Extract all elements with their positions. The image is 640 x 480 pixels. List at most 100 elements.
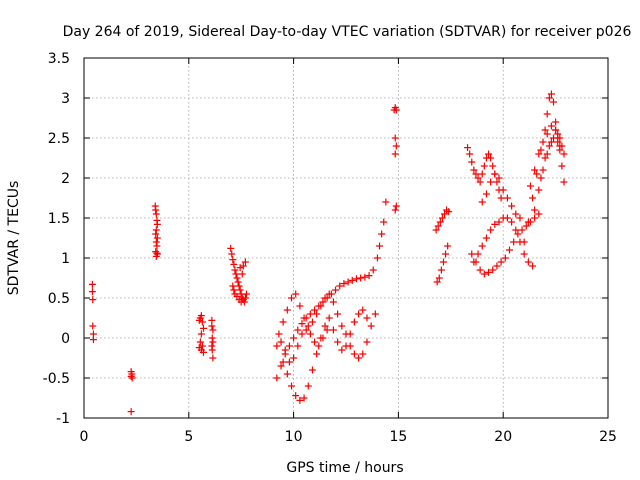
data-point [436, 218, 444, 226]
data-point [152, 210, 160, 218]
data-point [285, 342, 293, 350]
data-point [304, 382, 312, 390]
data-point [283, 370, 291, 378]
data-point [352, 275, 360, 283]
data-point [545, 142, 553, 150]
data-point [198, 318, 206, 326]
data-point [445, 208, 453, 216]
data-point [547, 122, 555, 130]
series-s7 [273, 198, 390, 382]
y-tick-label: 0.5 [48, 291, 70, 307]
data-point [508, 202, 516, 210]
data-point [338, 346, 346, 354]
data-point [524, 218, 532, 226]
data-point [556, 134, 564, 142]
data-point [435, 274, 443, 282]
y-tick-label: -1 [56, 411, 70, 427]
axis-ticks [83, 57, 609, 419]
data-point [153, 220, 161, 228]
data-point [283, 306, 291, 314]
data-point [554, 130, 562, 138]
data-point [489, 162, 497, 170]
data-point [363, 314, 371, 322]
data-point [535, 150, 543, 158]
data-point [236, 286, 244, 294]
data-point [332, 286, 340, 294]
series-s4 [195, 312, 207, 356]
data-point [480, 162, 488, 170]
data-point [552, 126, 560, 134]
data-point [350, 318, 358, 326]
data-point [516, 214, 524, 222]
data-point [231, 266, 239, 274]
data-point [292, 392, 300, 400]
data-point [512, 210, 520, 218]
data-point [298, 330, 306, 338]
data-point [359, 306, 367, 314]
data-point [378, 230, 386, 238]
data-point [501, 254, 509, 262]
data-point [350, 350, 358, 358]
data-point [391, 134, 399, 142]
data-point [308, 318, 316, 326]
data-point [292, 290, 300, 298]
data-point [340, 280, 348, 288]
data-point [541, 154, 549, 162]
data-point [526, 182, 534, 190]
data-point [529, 194, 537, 202]
data-point [560, 150, 568, 158]
data-point [279, 318, 287, 326]
data-point [466, 150, 474, 158]
data-point [306, 310, 314, 318]
data-point [346, 330, 354, 338]
data-point [127, 408, 135, 416]
data-points [88, 90, 568, 416]
data-point [329, 326, 337, 334]
data-point [300, 394, 308, 402]
y-axis-label: SDTVAR / TECUs [6, 181, 22, 296]
data-point [558, 162, 566, 170]
data-point [306, 330, 314, 338]
data-point [470, 166, 478, 174]
y-tick-label: 3 [61, 91, 70, 107]
data-point [334, 338, 342, 346]
data-point [376, 242, 384, 250]
data-point [371, 310, 379, 318]
data-point [89, 296, 97, 304]
y-tick-label: 2 [61, 171, 70, 187]
data-point [208, 346, 216, 354]
data-point [487, 154, 495, 162]
data-point [434, 222, 442, 230]
data-point [152, 230, 160, 238]
data-point [442, 250, 450, 258]
data-point [363, 338, 371, 346]
series-s15 [470, 214, 537, 270]
data-point [444, 242, 452, 250]
series-s16 [478, 170, 524, 222]
series-s1 [88, 280, 97, 344]
x-tick-label: 10 [285, 429, 303, 445]
data-point [242, 290, 250, 298]
data-point [153, 242, 161, 250]
data-point [520, 250, 528, 258]
x-tick-label: 15 [389, 429, 407, 445]
data-point [88, 280, 96, 288]
data-point [547, 90, 555, 98]
data-point [279, 358, 287, 366]
data-point [196, 338, 204, 346]
data-point [524, 258, 532, 266]
data-point [296, 302, 304, 310]
data-point [478, 242, 486, 250]
y-tick-label: 1 [61, 251, 70, 267]
data-point [545, 94, 553, 102]
data-point [238, 270, 246, 278]
data-point [152, 252, 160, 260]
data-point [230, 260, 238, 268]
data-point [367, 322, 375, 330]
data-point [344, 278, 352, 286]
data-point [493, 262, 501, 270]
data-point [495, 174, 503, 182]
x-tick-label: 5 [184, 429, 193, 445]
series-s20 [537, 134, 562, 182]
